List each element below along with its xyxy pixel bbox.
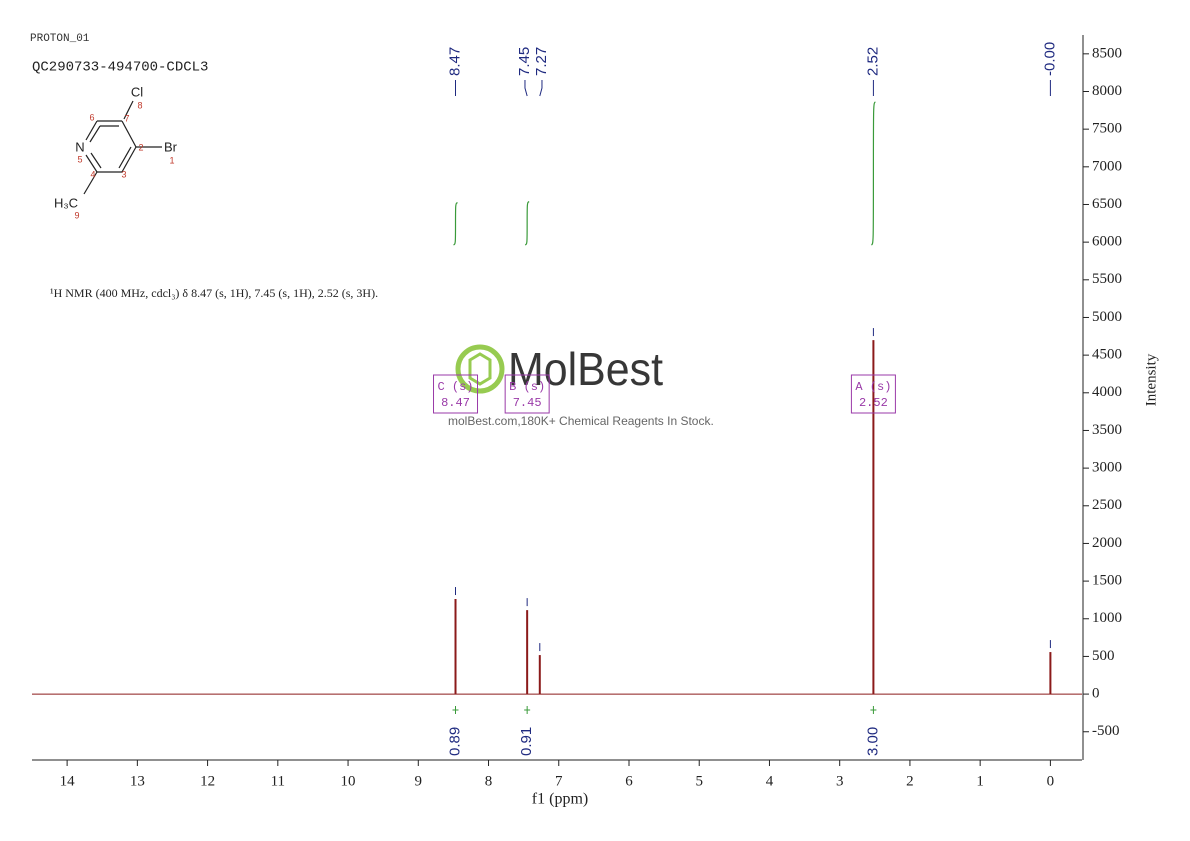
header-line: PROTON_01 — [30, 33, 90, 45]
x-tick-label: 1 — [976, 773, 984, 789]
peak-label: 2.52 — [864, 47, 881, 76]
multiplet-box — [433, 374, 479, 414]
atom-number: 3 — [121, 169, 126, 179]
x-tick-label: 13 — [130, 773, 145, 789]
x-tick-label: 5 — [695, 773, 703, 789]
y-tick-label: 8500 — [1092, 45, 1122, 61]
multiplet-shift: 8.47 — [441, 396, 470, 410]
multiplet-name: B (s) — [509, 380, 545, 394]
y-tick-label: 3500 — [1092, 422, 1122, 438]
description: ¹H NMR (400 MHz, cdcl₃) δ 8.47 (s, 1H), … — [50, 286, 378, 300]
x-axis-label: f1 (ppm) — [532, 791, 588, 808]
multiplet-box — [504, 374, 550, 414]
atom-number: 8 — [137, 100, 142, 110]
atom-number: 6 — [89, 112, 94, 122]
atom-number: 2 — [138, 142, 143, 152]
peak-label: 7.45 — [516, 47, 533, 76]
y-tick-label: 6000 — [1092, 234, 1122, 250]
integral-curve — [524, 201, 530, 246]
y-tick-label: 8000 — [1092, 83, 1122, 99]
peak-connector — [539, 80, 543, 97]
integral-label: 3.00 — [864, 727, 881, 756]
integral-label: 0.89 — [446, 727, 463, 756]
x-tick-label: 12 — [200, 773, 215, 789]
structure — [83, 100, 162, 195]
peak-label: 8.47 — [446, 47, 463, 76]
multiplet-box — [850, 374, 896, 414]
peak-connector — [524, 80, 528, 97]
atom-label: Cl — [131, 84, 143, 99]
atom-number: 9 — [74, 210, 79, 220]
y-tick-label: 6500 — [1092, 196, 1122, 212]
y-tick-label: 1500 — [1092, 573, 1122, 589]
y-tick-label: 5500 — [1092, 271, 1122, 287]
peak-label: -0.00 — [1041, 42, 1058, 76]
y-tick-label: 1000 — [1092, 610, 1122, 626]
y-tick-label: 2000 — [1092, 535, 1122, 551]
header-line: QC290733-494700-CDCL3 — [32, 60, 208, 76]
x-tick-label: 10 — [341, 773, 356, 789]
integral-curve — [453, 202, 458, 246]
y-tick-label: 2500 — [1092, 497, 1122, 513]
x-tick-label: 9 — [415, 773, 423, 789]
multiplet-name: C (s) — [438, 380, 474, 394]
atom-number: 4 — [90, 169, 95, 179]
integral-curve — [871, 101, 876, 246]
watermark-tagline: molBest.com,180K+ Chemical Reagents In S… — [448, 414, 714, 428]
integral-label: 0.91 — [518, 727, 535, 756]
y-tick-label: 3000 — [1092, 460, 1122, 476]
multiplet-name: A (s) — [855, 380, 891, 394]
atom-label: Br — [164, 139, 178, 154]
y-tick-label: -500 — [1092, 723, 1120, 739]
multiplet-shift: 7.45 — [513, 396, 542, 410]
peak-label: 7.27 — [533, 47, 550, 76]
watermark: MolBest molBest.com,180K+ Chemical Reage… — [448, 343, 714, 428]
x-tick-label: 7 — [555, 773, 563, 789]
x-tick-label: 2 — [906, 773, 914, 789]
y-tick-label: 4000 — [1092, 384, 1122, 400]
atom-number: 7 — [124, 113, 129, 123]
y-axis-label: Intensity — [1143, 353, 1159, 406]
x-tick-label: 14 — [60, 773, 76, 789]
atom-number: 1 — [169, 155, 174, 165]
y-tick-label: 0 — [1092, 686, 1100, 702]
y-tick-label: 4500 — [1092, 347, 1122, 363]
atom-number: 5 — [77, 154, 82, 164]
x-tick-label: 3 — [836, 773, 844, 789]
x-tick-label: 4 — [766, 773, 774, 789]
y-tick-label: 5000 — [1092, 309, 1122, 325]
x-tick-label: 11 — [271, 773, 285, 789]
x-tick-label: 0 — [1047, 773, 1055, 789]
atom-label: H₃C — [54, 195, 78, 210]
atom-label: N — [75, 139, 84, 154]
watermark-brand: MolBest — [508, 343, 663, 395]
y-tick-label: 7500 — [1092, 121, 1122, 137]
multiplet-shift: 2.52 — [859, 396, 888, 410]
y-tick-label: 7000 — [1092, 158, 1122, 174]
x-tick-label: 6 — [625, 773, 633, 789]
y-tick-label: 500 — [1092, 648, 1115, 664]
x-tick-label: 8 — [485, 773, 493, 789]
